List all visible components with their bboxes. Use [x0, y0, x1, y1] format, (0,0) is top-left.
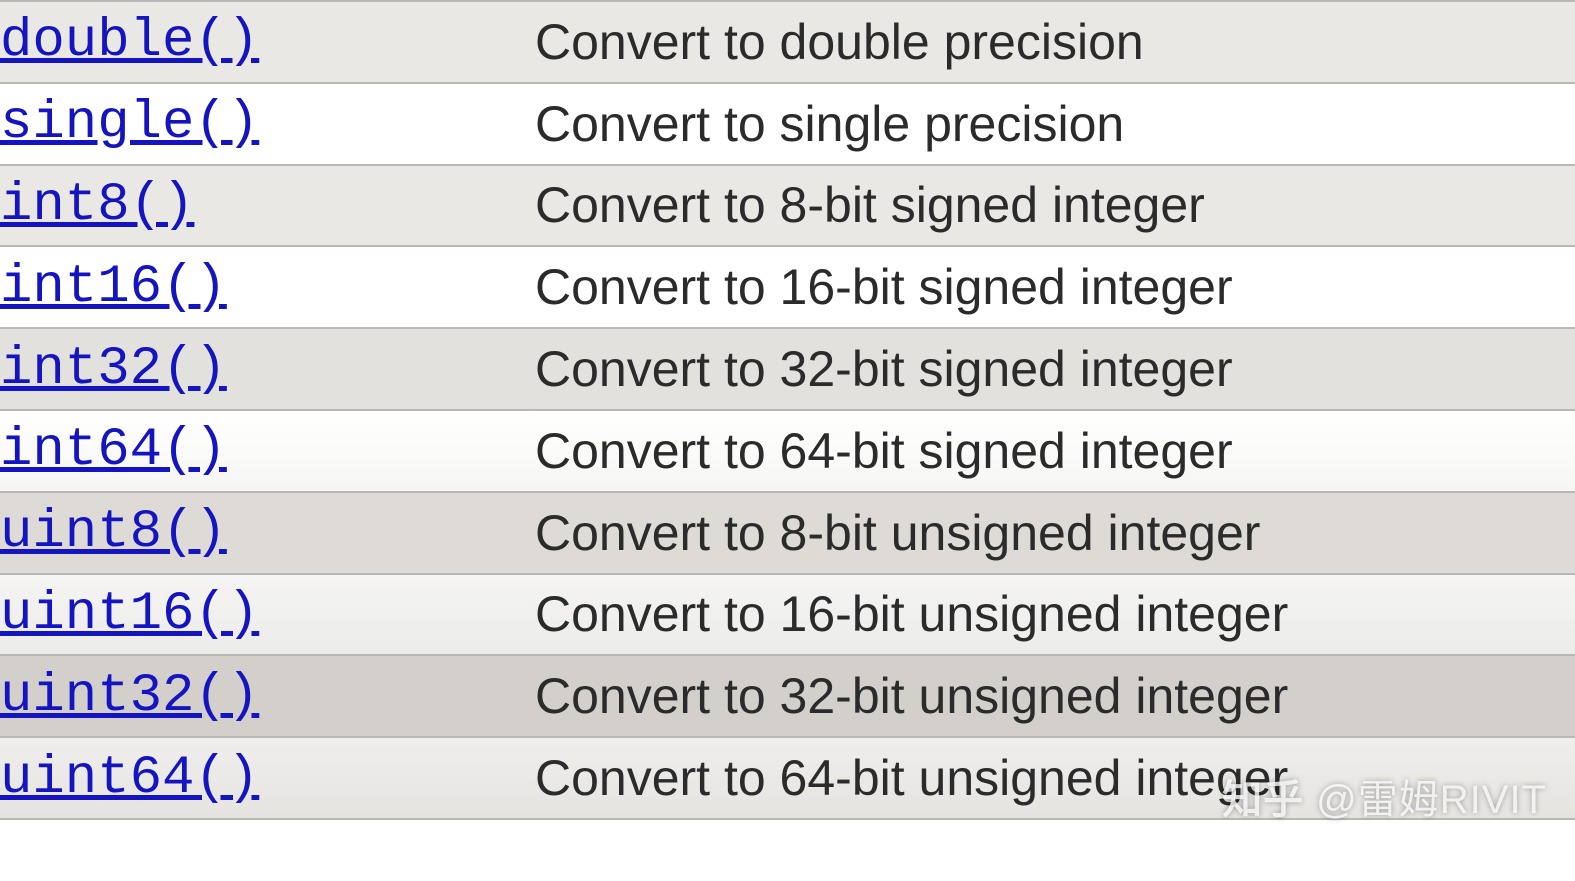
table-row: uint32() Convert to 32-bit unsigned inte… [0, 655, 1575, 737]
function-cell: int32() [0, 328, 535, 410]
table-row: int16() Convert to 16-bit signed integer [0, 246, 1575, 328]
function-link-uint64[interactable]: uint64() [0, 748, 259, 809]
function-link-int32[interactable]: int32() [0, 339, 227, 400]
function-cell: int16() [0, 246, 535, 328]
function-link-uint16[interactable]: uint16() [0, 584, 259, 645]
function-description: Convert to 32-bit unsigned integer [535, 655, 1575, 737]
function-description: Convert to 32-bit signed integer [535, 328, 1575, 410]
function-description: Convert to single precision [535, 83, 1575, 165]
table-row: double() Convert to double precision [0, 1, 1575, 83]
function-description: Convert to 64-bit signed integer [535, 410, 1575, 492]
function-link-single[interactable]: single() [0, 93, 259, 154]
function-description: Convert to 16-bit unsigned integer [535, 574, 1575, 656]
table-row: uint8() Convert to 8-bit unsigned intege… [0, 492, 1575, 574]
table-row: uint64() Convert to 64-bit unsigned inte… [0, 737, 1575, 819]
function-link-uint8[interactable]: uint8() [0, 502, 227, 563]
function-cell: uint8() [0, 492, 535, 574]
function-description: Convert to 8-bit signed integer [535, 165, 1575, 247]
function-cell: int8() [0, 165, 535, 247]
function-link-int16[interactable]: int16() [0, 257, 227, 318]
function-link-uint32[interactable]: uint32() [0, 666, 259, 727]
function-link-int8[interactable]: int8() [0, 175, 194, 236]
function-description: Convert to double precision [535, 1, 1575, 83]
function-cell: int64() [0, 410, 535, 492]
table-row: int8() Convert to 8-bit signed integer [0, 165, 1575, 247]
function-cell: single() [0, 83, 535, 165]
function-link-int64[interactable]: int64() [0, 420, 227, 481]
function-cell: double() [0, 1, 535, 83]
function-cell: uint16() [0, 574, 535, 656]
table-row: int64() Convert to 64-bit signed integer [0, 410, 1575, 492]
function-description: Convert to 16-bit signed integer [535, 246, 1575, 328]
function-cell: uint32() [0, 655, 535, 737]
table-row: single() Convert to single precision [0, 83, 1575, 165]
conversion-functions-table: double() Convert to double precision sin… [0, 0, 1575, 820]
table-row: uint16() Convert to 16-bit unsigned inte… [0, 574, 1575, 656]
table-row: int32() Convert to 32-bit signed integer [0, 328, 1575, 410]
function-description: Convert to 8-bit unsigned integer [535, 492, 1575, 574]
conversion-functions-table-container: double() Convert to double precision sin… [0, 0, 1575, 881]
function-cell: uint64() [0, 737, 535, 819]
function-link-double[interactable]: double() [0, 11, 259, 72]
function-description: Convert to 64-bit unsigned integer [535, 737, 1575, 819]
